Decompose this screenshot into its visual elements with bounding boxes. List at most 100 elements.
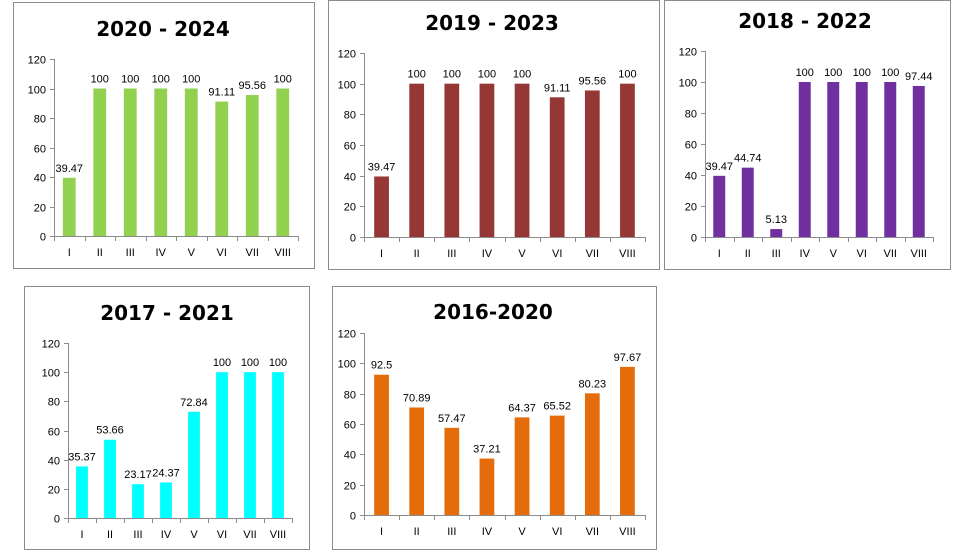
data-label: 24.37 [152, 467, 180, 479]
x-tick-label: IV [800, 248, 811, 260]
chart-title: 2016-2020 [433, 300, 553, 324]
y-tick-label: 20 [34, 203, 46, 215]
bar [798, 82, 811, 237]
bar [584, 90, 600, 237]
y-tick-label: 80 [34, 114, 46, 126]
data-label: 91.11 [208, 87, 235, 99]
x-tick-label: VI [217, 529, 227, 541]
bar [444, 427, 460, 515]
x-tick-label: V [188, 247, 196, 259]
bar [514, 417, 530, 515]
y-tick-label: 40 [685, 171, 697, 183]
x-tick-label: II [414, 248, 420, 260]
bar [549, 415, 565, 515]
y-tick-label: 0 [40, 232, 46, 244]
x-tick-label: VII [246, 247, 259, 259]
data-label: 100 [618, 69, 636, 81]
y-tick-label: 0 [54, 514, 60, 526]
y-tick-label: 100 [28, 85, 46, 97]
y-tick-label: 100 [338, 359, 356, 371]
bar [912, 85, 925, 237]
x-tick-label: III [772, 248, 781, 260]
bar [104, 439, 116, 518]
y-tick-label: 80 [685, 109, 697, 121]
data-label: 39.47 [55, 163, 83, 175]
x-tick-label: IV [156, 247, 167, 259]
data-label: 100 [241, 357, 259, 369]
x-tick-label: III [447, 248, 456, 260]
data-label: 92.5 [371, 360, 392, 372]
y-tick-label: 120 [42, 339, 60, 351]
bar [244, 372, 256, 518]
data-label: 100 [213, 357, 231, 369]
chart-panel-2019-2023: 2019 - 2023 0 20 40 60 80 100 120 I 39.47 II 100 III… [328, 0, 660, 270]
bar [93, 88, 107, 236]
x-tick-label: III [447, 526, 456, 538]
x-tick-label: VI [552, 248, 562, 260]
y-tick-label: 100 [679, 78, 697, 90]
x-tick-label: VII [586, 248, 599, 260]
chart-svg: 2018 - 2022 0 20 40 60 80 100 120 I 39.47 II 44.74 I… [679, 9, 934, 260]
bar [374, 176, 389, 237]
bar [479, 83, 495, 238]
chart-title: 2019 - 2023 [425, 11, 559, 35]
bar [514, 83, 530, 238]
chart-title: 2018 - 2022 [738, 9, 872, 33]
data-label: 95.56 [579, 75, 607, 87]
chart-svg: 2020 - 2024 0 20 40 60 80 100 120 I 39.47 II 100 III… [28, 17, 299, 259]
bar [76, 466, 88, 518]
x-tick-label: I [80, 529, 83, 541]
bar [215, 101, 229, 236]
data-label: 100 [121, 74, 139, 86]
bar [245, 95, 259, 236]
y-tick-label: 80 [344, 390, 356, 402]
y-tick-label: 60 [344, 420, 356, 432]
data-label: 64.37 [508, 402, 536, 414]
data-label: 100 [152, 74, 170, 86]
y-tick-label: 20 [344, 202, 356, 214]
data-label: 100 [443, 69, 461, 81]
bar [154, 88, 168, 236]
x-tick-label: VII [884, 248, 897, 260]
chart-panel-2020-2024: 2020 - 2024 0 20 40 60 80 100 120 I 39.47 II 100 III… [13, 2, 315, 269]
y-tick-label: 0 [691, 233, 697, 245]
y-tick-label: 40 [48, 456, 60, 468]
bar [713, 175, 726, 237]
data-label: 5.13 [766, 214, 787, 226]
data-label: 72.84 [180, 397, 208, 409]
x-tick-label: V [518, 526, 526, 538]
x-tick-label: VI [217, 247, 227, 259]
y-tick-label: 100 [338, 80, 356, 92]
bar [584, 393, 600, 515]
data-label: 100 [478, 69, 496, 81]
bar [216, 372, 228, 518]
chart-svg: 2016-2020 0 20 40 60 80 100 120 I 92.5 II 70.89 III 5… [338, 300, 646, 538]
bar [741, 167, 754, 237]
data-label: 100 [881, 67, 899, 79]
bar [855, 82, 868, 237]
y-tick-label: 40 [344, 450, 356, 462]
data-label: 80.23 [579, 378, 607, 390]
x-tick-label: I [718, 248, 721, 260]
bar [184, 88, 198, 236]
data-label: 23.17 [124, 469, 152, 481]
data-label: 100 [796, 67, 814, 79]
x-tick-label: VIII [910, 248, 927, 260]
data-label: 97.44 [905, 71, 933, 83]
data-label: 100 [274, 74, 292, 86]
data-label: 100 [182, 74, 200, 86]
y-tick-label: 120 [338, 49, 356, 61]
bar [884, 82, 897, 237]
y-tick-label: 20 [48, 485, 60, 497]
y-tick-label: 0 [350, 511, 356, 523]
data-label: 100 [269, 357, 287, 369]
data-label: 100 [408, 69, 426, 81]
data-label: 70.89 [403, 392, 431, 404]
bar [479, 458, 495, 515]
bar [444, 83, 460, 238]
data-label: 91.11 [544, 82, 571, 94]
y-tick-label: 60 [48, 427, 60, 439]
x-tick-label: V [518, 248, 526, 260]
x-tick-label: II [745, 248, 751, 260]
x-tick-label: V [190, 529, 198, 541]
